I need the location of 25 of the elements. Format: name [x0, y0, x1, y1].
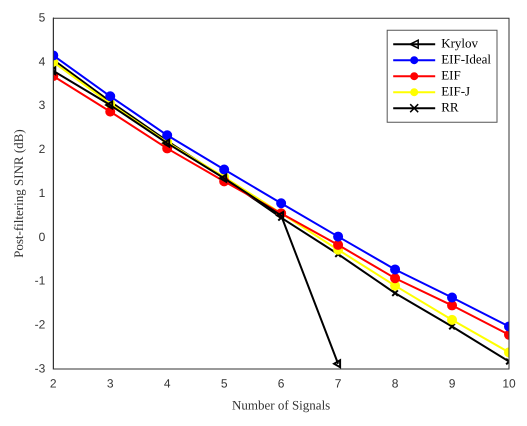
y-tick-label: -2	[34, 317, 46, 332]
x-tick-label: 6	[278, 376, 285, 391]
x-axis-title: Number of Signals	[232, 398, 330, 413]
y-tick-label: 5	[38, 10, 46, 25]
y-tick-label: 0	[38, 230, 46, 244]
x-tick-label: 8	[392, 376, 399, 391]
x-tick-label: 9	[448, 376, 456, 391]
legend-label: EIF	[441, 68, 461, 83]
legend-label: EIF-Ideal	[441, 52, 492, 67]
y-tick-label: 2	[38, 142, 46, 156]
x-tick-label: 4	[164, 376, 171, 391]
legend-label: RR	[441, 100, 459, 115]
y-axis-title: Post-filtering SINR (dB)	[11, 129, 26, 258]
legend-label: Krylov	[441, 36, 479, 51]
y-tick-label: -1	[34, 274, 46, 288]
legend-label: EIF-J	[441, 84, 470, 99]
x-tick-label: 7	[334, 376, 342, 391]
y-tick-label: 4	[38, 54, 46, 68]
y-tick-label: -3	[34, 361, 46, 376]
x-tick-label: 3	[106, 376, 114, 391]
x-tick-label: 5	[220, 376, 228, 391]
x-tick-label: 10	[502, 376, 516, 391]
y-tick-label: 1	[38, 186, 46, 200]
y-tick-label: 3	[38, 98, 46, 112]
x-tick-label: 2	[50, 376, 57, 391]
